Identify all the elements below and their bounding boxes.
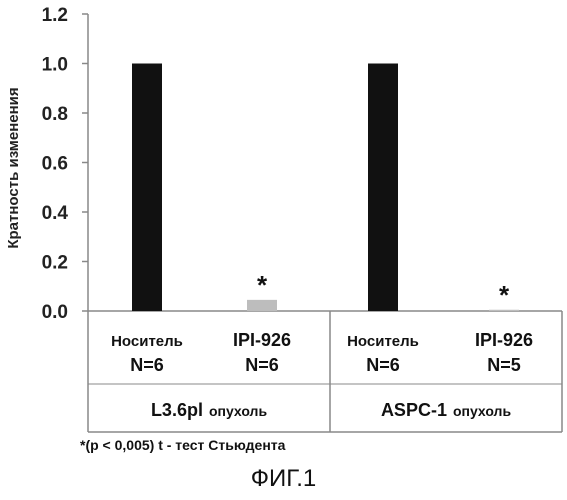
group-label-sub: опухоль	[209, 403, 267, 419]
footnote: *(p < 0,005) t - тест Стьюдента	[80, 437, 285, 453]
y-ticks: 0.0 0.2 0.4 0.6 0.8 1.0 1.2	[42, 5, 88, 323]
group-label: ASPC-1 опухоль	[381, 400, 512, 420]
significance-label: *	[257, 270, 268, 300]
figure-label: ФИГ.1	[0, 465, 567, 493]
category-n-label: N=6	[245, 355, 279, 375]
category-n-label: N=6	[366, 355, 400, 375]
bar	[489, 310, 519, 311]
bar	[132, 64, 162, 312]
y-tick-label: 0.6	[42, 154, 68, 175]
group-label-main: L3.6pl	[151, 400, 203, 420]
category-labels: Носитель N=6 IPI-926 N=6 Носитель N=6 IPI-926 N…	[111, 330, 533, 375]
y-tick-label: 0.2	[42, 253, 68, 274]
y-tick-label: 0.4	[42, 203, 69, 224]
bar	[247, 300, 277, 311]
bar	[368, 64, 398, 312]
category-label: IPI-926	[233, 330, 291, 350]
category-label: Носитель	[111, 333, 183, 350]
significance-label: *	[499, 280, 510, 310]
y-tick-label: 0.0	[42, 302, 68, 323]
category-n-label: N=6	[130, 355, 164, 375]
bar-chart: Кратность изменения 0.0 0.2 0.4 0.6 0.8 1.0 1.…	[0, 0, 567, 460]
category-label: Носитель	[347, 333, 419, 350]
category-label: IPI-926	[475, 330, 533, 350]
group-label-sub: опухоль	[453, 403, 511, 419]
y-axis-label: Кратность изменения	[5, 87, 22, 248]
y-tick-label: 0.8	[42, 104, 68, 125]
group-label: L3.6pl опухоль	[151, 400, 268, 420]
category-n-label: N=5	[487, 355, 521, 375]
bars: **	[132, 64, 519, 312]
group-label-main: ASPC-1	[381, 400, 447, 420]
group-labels: L3.6pl опухоль ASPC-1 опухоль	[151, 400, 512, 420]
y-tick-label: 1.2	[42, 5, 68, 26]
y-tick-label: 1.0	[42, 55, 68, 76]
